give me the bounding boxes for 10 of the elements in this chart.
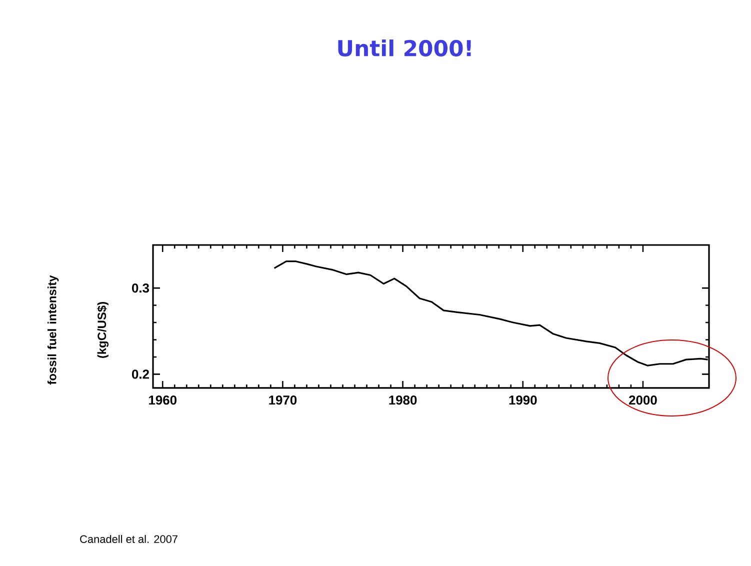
chart-title: Until 2000!: [338, 40, 471, 56]
x-tick-label: 1970: [269, 395, 297, 405]
x-tick-label: 1980: [389, 395, 417, 405]
x-tick-label: 1990: [509, 395, 537, 405]
text: Canadell et al. 2007: [80, 534, 178, 544]
x-tick-label: 2000: [629, 395, 657, 405]
text: fossil fuel intensity (kgC/US$): [48, 275, 109, 385]
x-tick-label: 1960: [149, 395, 176, 405]
y-tick-label: 0.3: [132, 283, 150, 293]
y-tick-label: 0.2: [132, 370, 149, 379]
